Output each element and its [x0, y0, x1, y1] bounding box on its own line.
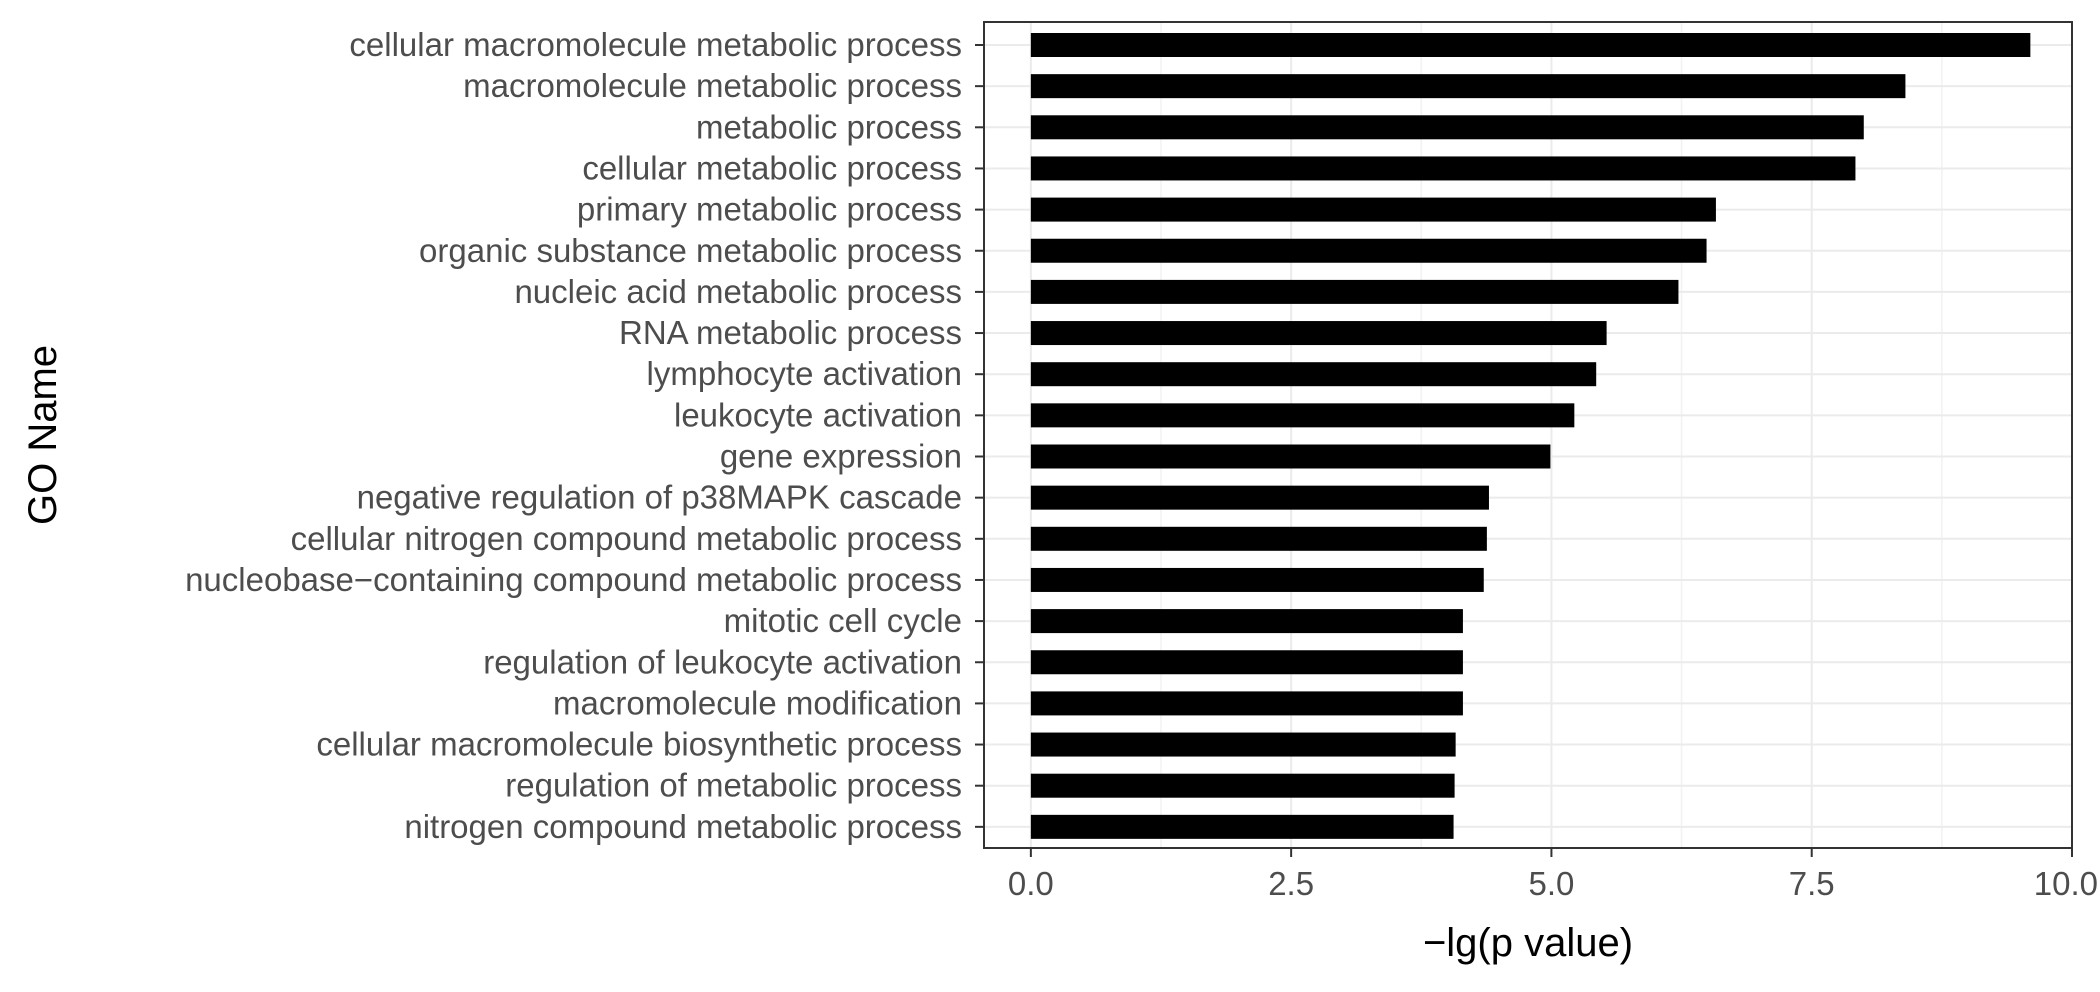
- category-label: mitotic cell cycle: [724, 602, 962, 639]
- category-label: leukocyte activation: [674, 396, 962, 433]
- bar: [1030, 279, 1679, 304]
- bar: [1030, 444, 1551, 469]
- bar: [1030, 609, 1463, 634]
- category-label: regulation of leukocyte activation: [483, 643, 962, 680]
- bar: [1030, 33, 2031, 57]
- bar: [1030, 74, 1906, 99]
- bar: [1030, 773, 1455, 798]
- bar: [1030, 691, 1463, 716]
- x-axis-title: −lg(p value): [1423, 921, 1633, 965]
- category-label: RNA metabolic process: [619, 314, 962, 351]
- bar: [1030, 567, 1484, 592]
- bar: [1030, 362, 1597, 387]
- bar: [1030, 732, 1456, 757]
- bars: [1030, 33, 2031, 839]
- category-label: lymphocyte activation: [647, 355, 962, 392]
- category-label: negative regulation of p38MAPK cascade: [357, 479, 962, 516]
- category-label: nucleobase−containing compound metabolic…: [185, 561, 962, 598]
- bar: [1030, 197, 1716, 222]
- category-label: organic substance metabolic process: [419, 232, 962, 269]
- x-tick-label: 10.0: [2034, 865, 2098, 902]
- bar: [1030, 650, 1463, 675]
- y-axis-title: GO Name: [21, 345, 65, 525]
- bar: [1030, 485, 1489, 510]
- x-axis-ticks: 0.0 2.5 5.0 7.5 10.0: [1008, 848, 2098, 902]
- x-tick-label: 5.0: [1528, 865, 1574, 902]
- bar: [1030, 115, 1864, 140]
- category-label: macromolecule metabolic process: [463, 67, 962, 104]
- bar: [1030, 403, 1575, 428]
- category-label: macromolecule modification: [553, 684, 962, 721]
- panel-border: [983, 21, 2073, 849]
- category-label: primary metabolic process: [577, 191, 962, 228]
- x-tick-label: 7.5: [1789, 865, 1835, 902]
- category-label: nucleic acid metabolic process: [514, 273, 962, 310]
- bar: [1030, 238, 1707, 263]
- x-tick-label: 2.5: [1268, 865, 1314, 902]
- x-tick-label: 0.0: [1008, 865, 1054, 902]
- y-axis-ticks: cellular macromolecule metabolic process…: [185, 26, 984, 845]
- category-label: metabolic process: [696, 108, 962, 145]
- category-label: gene expression: [720, 438, 962, 475]
- category-label: cellular macromolecule biosynthetic proc…: [316, 726, 962, 763]
- category-label: cellular nitrogen compound metabolic pro…: [291, 520, 962, 557]
- bar: [1030, 156, 1856, 181]
- category-label: cellular metabolic process: [582, 149, 962, 186]
- bar: [1030, 814, 1454, 839]
- category-label: cellular macromolecule metabolic process: [349, 26, 962, 63]
- category-label: regulation of metabolic process: [505, 767, 962, 804]
- bar: [1030, 321, 1607, 346]
- bar: [1030, 526, 1487, 551]
- category-label: nitrogen compound metabolic process: [404, 808, 962, 845]
